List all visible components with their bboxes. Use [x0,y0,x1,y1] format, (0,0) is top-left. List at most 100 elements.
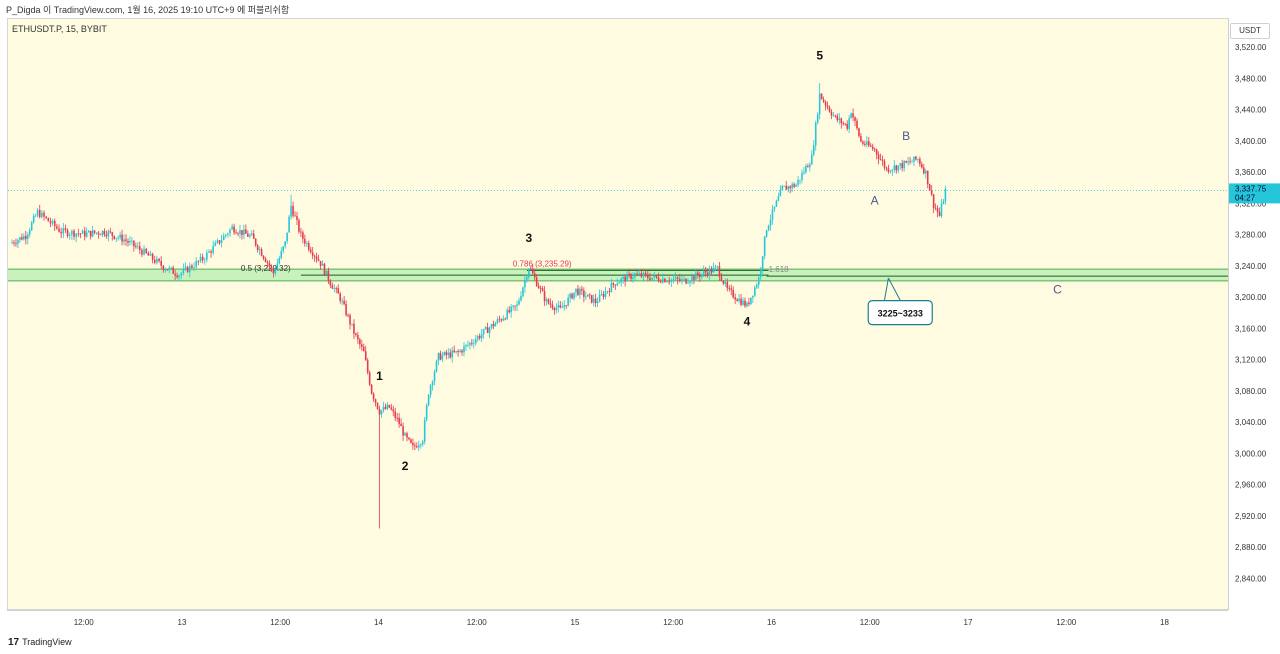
candle-body [545,299,548,302]
candle-body [79,233,82,235]
candle-body [881,159,884,162]
candle-body [107,231,110,237]
candle-body [243,229,245,235]
candle-body [278,258,281,264]
candle-body [500,319,503,321]
candle-body [932,194,935,208]
candle-body [471,342,473,344]
candle-body [533,273,536,278]
candle-body [791,184,793,189]
candle-body [936,208,939,213]
candle-body [101,230,104,235]
candle-body [755,285,758,288]
candle-body [644,272,647,275]
candle-body [551,304,554,309]
time-scale[interactable]: 12:00 13 12:00 14 12:00 15 12:00 16 12:00 17 12:00… [7,610,1228,633]
candle-body [697,272,699,276]
candle-body [722,280,725,284]
candle-body [852,113,854,118]
candle-body [547,299,550,304]
candle-body [877,154,880,160]
candle-body [687,282,689,284]
candle-body [274,269,277,274]
candle-body [596,301,599,304]
candle-body [838,118,841,121]
price-chart[interactable]: 0.5 (3,229.32) 0.786 (3,235.29) 1.618 1 2 3 4 5… [8,19,1228,610]
candle-body [752,295,754,298]
brand-text: TradingView [22,637,72,647]
candle-body [127,241,129,243]
candle-body [828,107,831,112]
candle-body [390,407,393,410]
candle-body [893,165,896,170]
price-scale[interactable]: 2,840.00 2,880.00 2,920.00 2,960.00 3,000.00… [1228,18,1280,610]
candle-body [109,231,112,233]
candle-body [897,165,900,171]
candle-body [814,122,817,146]
symbol-label[interactable]: ETHUSDT.P, 15, BYBIT [12,24,107,34]
candle-body [41,212,43,218]
candle-body [83,230,86,237]
candle-body [103,230,106,235]
candle-body [23,236,25,240]
candle-body [864,143,866,145]
candle-body [887,168,890,172]
candle-body [557,305,560,308]
candle-body [421,441,424,445]
candle-body [119,234,121,238]
candle-body [416,446,418,448]
candle-body [176,275,178,278]
candle-body [138,246,141,250]
candle-body [410,439,412,443]
candle-body [526,277,528,280]
candle-body [516,304,518,307]
candle-body [541,288,544,292]
x-tick-label: 12:00 [74,618,95,627]
candle-body [147,252,150,256]
candle-body [934,207,937,209]
candle-body [210,251,212,253]
candle-body [47,217,50,222]
candle-body [681,279,683,281]
candle-body [757,277,760,286]
candle-body [734,297,736,300]
candle-body [252,233,255,239]
candle-body [361,344,363,347]
callout-pointer-left [883,278,889,301]
candle-body [133,240,135,247]
candle-body [307,242,310,250]
candle-body [250,233,253,236]
candle-body [624,276,626,282]
candle-body [455,351,457,353]
candle-body [49,221,52,224]
candle-body [822,99,825,102]
candle-body [801,173,803,180]
candle-body [911,161,913,163]
candle-body [182,268,185,274]
candle-body [105,234,108,237]
candle-body [537,286,540,289]
candle-body [249,235,251,237]
candle-body [262,255,265,259]
candle-body [895,165,898,171]
candle-body [661,278,664,283]
candle-body [28,230,31,235]
candle-body [87,230,90,233]
candle-body [795,184,797,187]
candle-body [347,315,349,316]
candle-body [220,240,223,244]
candle-body [77,233,80,235]
currency-selector[interactable]: USDT [1230,23,1270,39]
candle-body [121,234,123,242]
candle-body [710,268,713,273]
candle-body [850,113,852,119]
candle-body [846,123,848,129]
candle-body [433,371,436,382]
candle-body [380,410,383,415]
chart-pane[interactable]: 0.5 (3,229.32) 0.786 (3,235.29) 1.618 1 2 3 4 5… [7,18,1228,610]
candle-body [691,276,693,282]
candle-body [286,232,288,242]
candle-body [188,265,191,273]
candle-body [816,114,819,123]
candle-body [803,172,805,174]
